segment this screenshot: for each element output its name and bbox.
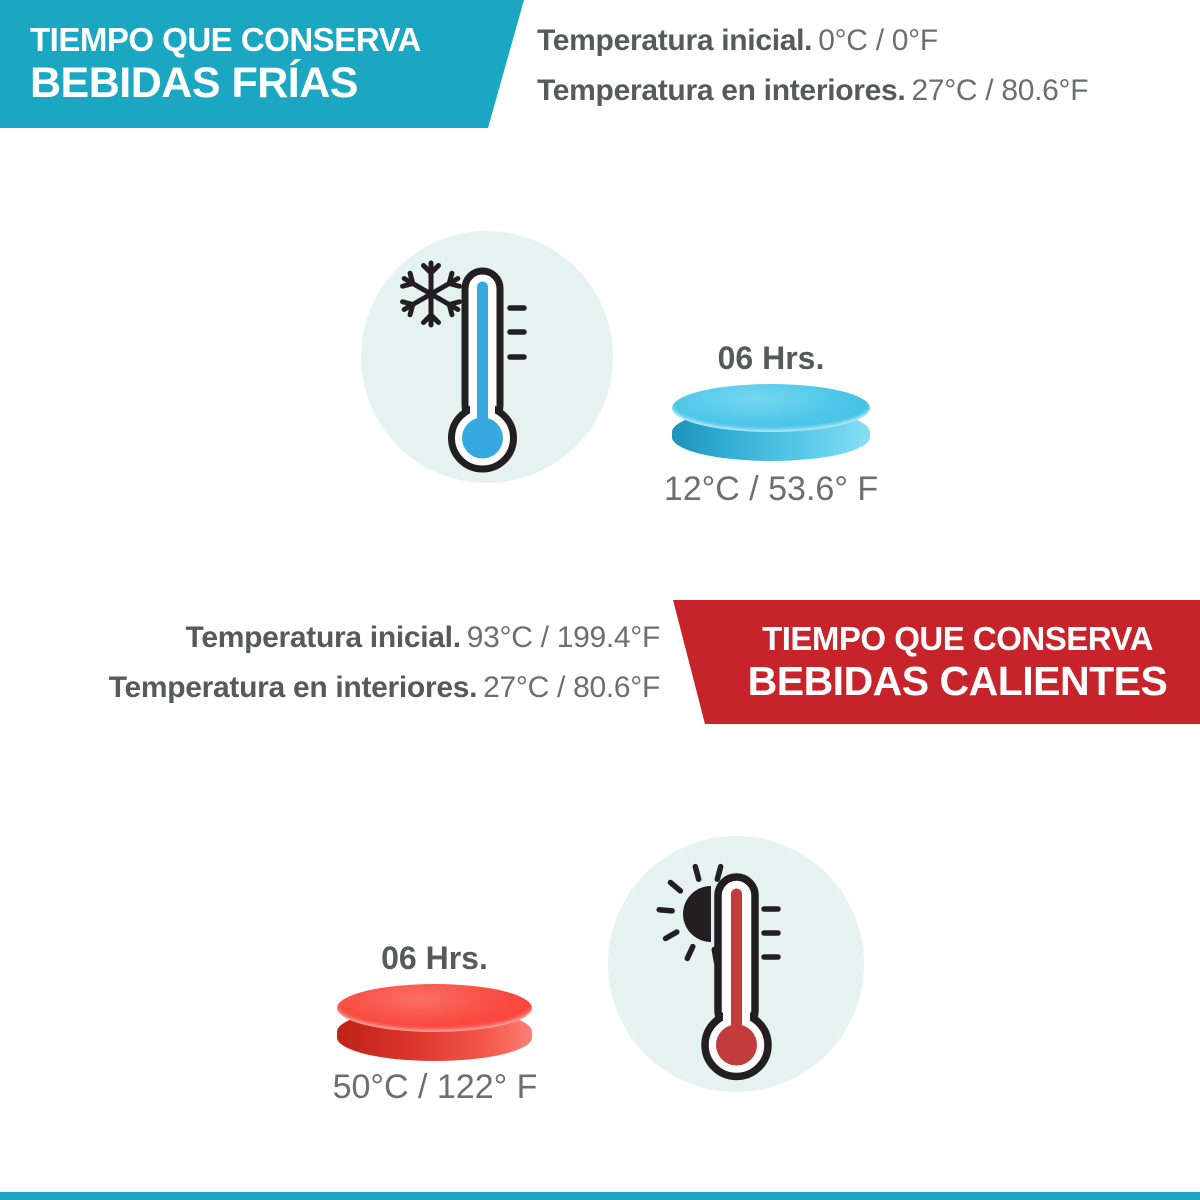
cold-banner-line1: TIEMPO QUE CONSERVA — [30, 21, 421, 59]
hot-disc-face — [337, 984, 532, 1032]
snowflake-thermometer-icon — [400, 260, 527, 473]
hot-duration-label: 06 Hrs. — [381, 940, 488, 976]
hot-initial-temperature-value: 93°C / 199.4°F — [466, 621, 661, 654]
cold-kept-temperature-label: 12°C / 53.6° F — [663, 470, 879, 508]
cold-banner-line2: BEBIDAS FRÍAS — [30, 59, 358, 108]
hot-initial-temperature-label: Temperatura inicial. — [185, 621, 462, 654]
hot-initial-temperature-line: Temperatura inicial. 93°C / 199.4°F — [0, 613, 661, 663]
cold-disc-face — [672, 384, 870, 432]
cold-duration-disc — [672, 384, 870, 461]
bottom-accent-bar — [0, 1192, 1200, 1200]
hot-section-banner: TIEMPO QUE CONSERVA BEBIDAS CALIENTES — [673, 600, 1200, 724]
cold-initial-temperature-value: 0°C / 0°F — [818, 24, 938, 57]
sun-thermometer-icon — [656, 863, 781, 1081]
hot-kept-temperature-label: 50°C / 122° F — [332, 1068, 538, 1106]
cold-section-banner: TIEMPO QUE CONSERVA BEBIDAS FRÍAS — [0, 0, 524, 128]
cold-conditions-text: Temperatura inicial. 0°C / 0°F Temperatur… — [537, 16, 1089, 116]
hot-banner-line2: BEBIDAS CALIENTES — [747, 658, 1168, 705]
cold-indoor-temperature-line: Temperatura en interiores. 27°C / 80.6°F — [537, 66, 1089, 116]
hot-indoor-temperature-label: Temperatura en interiores. — [108, 671, 478, 704]
cold-duration-label: 06 Hrs. — [717, 340, 825, 376]
hot-indoor-temperature-line: Temperatura en interiores. 27°C / 80.6°F — [0, 663, 661, 713]
hot-banner-line1: TIEMPO QUE CONSERVA — [762, 620, 1153, 658]
cold-icon-circle — [361, 231, 613, 483]
cold-indoor-temperature-label: Temperatura en interiores. — [537, 74, 906, 107]
cold-initial-temperature-line: Temperatura inicial. 0°C / 0°F — [537, 16, 1088, 66]
hot-conditions-text: Temperatura inicial. 93°C / 199.4°F Tempe… — [0, 613, 661, 713]
cold-initial-temperature-label: Temperatura inicial. — [537, 24, 813, 57]
hot-duration-disc — [337, 984, 532, 1061]
cold-indoor-temperature-value: 27°C / 80.6°F — [911, 74, 1089, 107]
hot-indoor-temperature-value: 27°C / 80.6°F — [483, 671, 660, 704]
hot-icon-circle — [608, 836, 864, 1092]
